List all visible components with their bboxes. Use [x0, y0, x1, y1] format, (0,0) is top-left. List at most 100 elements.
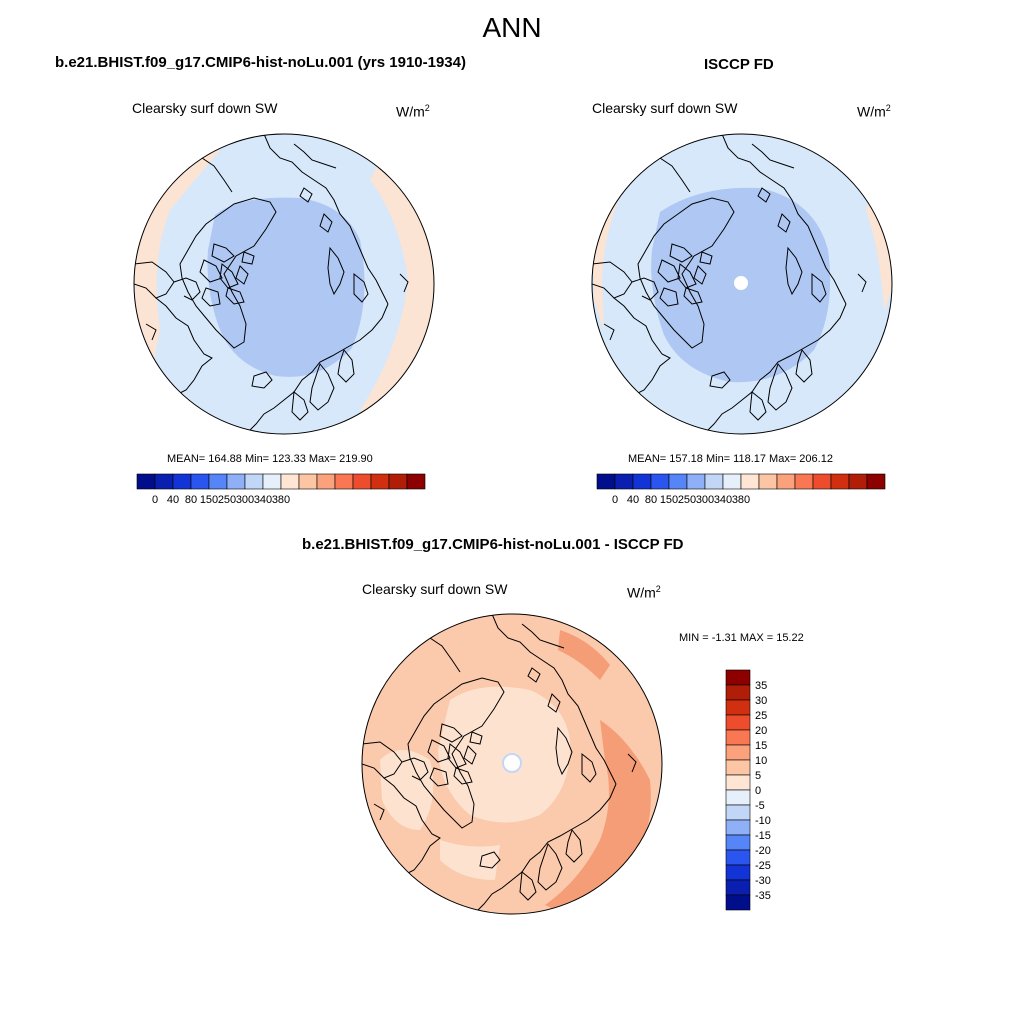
model-colorbar-swatch — [406, 473, 426, 490]
diff-variable-label: Clearsky surf down SW — [362, 581, 508, 597]
model-colorbar-tick-label: 40 — [167, 494, 179, 506]
model-colorbar-swatch — [208, 473, 228, 490]
model-colorbar-swatch — [352, 473, 372, 490]
obs-map — [592, 134, 892, 434]
model-colorbar-swatch — [154, 473, 174, 490]
diff-colorbar-tick-label: 25 — [755, 710, 767, 722]
diff-units-label: W/m2 — [627, 584, 661, 601]
obs-colorbar-tick-label: 150 — [660, 494, 678, 506]
obs-variable-label: Clearsky surf down SW — [592, 100, 738, 116]
diff-colorbar-tick-label: 5 — [755, 770, 761, 782]
obs-colorbar-tick-label: 380 — [732, 494, 750, 506]
season-title: ANN — [482, 12, 542, 43]
diff-missing-pole — [503, 754, 521, 772]
diff-colorbar-swatch — [725, 849, 751, 866]
obs-colorbar-swatch — [794, 473, 814, 490]
obs-colorbar-swatch — [848, 473, 868, 490]
model-panel-title: b.e21.BHIST.f09_g17.CMIP6-hist-noLu.001 … — [55, 54, 466, 71]
diff-colorbar-tick-label: -15 — [755, 830, 771, 842]
diff-colorbar-tick-label: -35 — [755, 890, 771, 902]
obs-colorbar-swatch — [830, 473, 850, 490]
model-units-label: W/m2 — [396, 103, 430, 120]
diff-colorbar-swatch — [725, 699, 751, 716]
diff-colorbar-swatch — [725, 774, 751, 791]
obs-colorbar-swatch — [722, 473, 742, 490]
obs-units-label: W/m2 — [857, 103, 891, 120]
model-variable-label: Clearsky surf down SW — [132, 100, 278, 116]
diff-panel-title: b.e21.BHIST.f09_g17.CMIP6-hist-noLu.001 … — [302, 536, 684, 553]
obs-colorbar-swatch — [812, 473, 832, 490]
model-colorbar-tick-label: 0 — [152, 494, 158, 506]
model-colorbar-tick-label: 80 — [185, 494, 197, 506]
model-colorbar-swatch — [226, 473, 246, 490]
diff-map — [362, 614, 662, 914]
model-colorbar-swatch — [334, 473, 354, 490]
diff-small-bias-region — [438, 686, 571, 823]
obs-stats: MEAN= 157.18 Min= 118.17 Max= 206.12 — [628, 453, 833, 465]
model-colorbar-tick-label: 300 — [236, 494, 254, 506]
obs-colorbar-swatch — [632, 473, 652, 490]
diff-stats: MIN = -1.31 MAX = 15.22 — [679, 632, 804, 644]
model-colorbar-swatch — [136, 473, 156, 490]
model-colorbar-swatch — [280, 473, 300, 490]
model-colorbar-tick-label: 250 — [218, 494, 236, 506]
obs-colorbar-tick-label: 340 — [714, 494, 732, 506]
obs-map-border — [591, 133, 893, 435]
diff-colorbar-tick-label: -10 — [755, 815, 771, 827]
obs-colorbar-swatch — [686, 473, 706, 490]
obs-colorbar-swatch — [758, 473, 778, 490]
diff-colorbar-swatch — [725, 789, 751, 806]
diff-colorbar-swatch — [725, 894, 751, 911]
diff-colorbar-swatch — [725, 744, 751, 761]
diff-colorbar-swatch — [725, 729, 751, 746]
obs-colorbar-tick-label: 250 — [678, 494, 696, 506]
obs-colorbar-swatch — [650, 473, 670, 490]
obs-colorbar-tick-label: 40 — [627, 494, 639, 506]
diff-colorbar-tick-label: 20 — [755, 725, 767, 737]
diff-colorbar-tick-label: -25 — [755, 860, 771, 872]
model-colorbar-swatch — [172, 473, 192, 490]
diff-colorbar-tick-label: 30 — [755, 695, 767, 707]
diff-colorbar-swatch — [725, 864, 751, 881]
model-map-border — [133, 133, 435, 435]
model-colorbar-swatch — [370, 473, 390, 490]
diff-colorbar-swatch — [725, 714, 751, 731]
obs-missing-pole — [734, 276, 748, 290]
obs-colorbar-tick-label: 300 — [696, 494, 714, 506]
model-colorbar: 0 40 80 150 250 300 340 380 — [136, 473, 426, 506]
model-colorbar-swatch — [244, 473, 264, 490]
obs-colorbar-tick-label: 0 — [612, 494, 618, 506]
diff-colorbar-swatch — [725, 804, 751, 821]
diff-colorbar-tick-label: 35 — [755, 680, 767, 692]
model-low-radiation-region — [207, 197, 365, 377]
obs-colorbar-swatch — [740, 473, 760, 490]
model-map — [134, 134, 434, 434]
model-colorbar-swatch — [388, 473, 408, 490]
obs-colorbar-swatch — [668, 473, 688, 490]
diff-colorbar: 35 30 25 20 15 10 5 0 -5 -10 -15 -20 -25 -30 -35 — [725, 669, 771, 911]
obs-colorbar: 0 40 80 150 250 300 340 380 — [596, 473, 886, 506]
diff-colorbar-swatch — [725, 834, 751, 851]
diff-colorbar-tick-label: 10 — [755, 755, 767, 767]
diff-map-border — [361, 613, 663, 915]
diff-colorbar-tick-label: -30 — [755, 875, 771, 887]
obs-colorbar-swatch — [596, 473, 616, 490]
model-colorbar-tick-label: 340 — [254, 494, 272, 506]
diff-colorbar-swatch — [725, 759, 751, 776]
model-colorbar-swatch — [298, 473, 318, 490]
diff-colorbar-swatch — [725, 669, 751, 686]
obs-colorbar-swatch — [704, 473, 724, 490]
model-colorbar-tick-label: 150 — [200, 494, 218, 506]
obs-colorbar-swatch — [866, 473, 886, 490]
model-colorbar-swatch — [262, 473, 282, 490]
diff-colorbar-tick-label: -5 — [755, 800, 765, 812]
diff-colorbar-swatch — [725, 684, 751, 701]
diff-colorbar-tick-label: -20 — [755, 845, 771, 857]
diff-colorbar-swatch — [725, 819, 751, 836]
model-stats: MEAN= 164.88 Min= 123.33 Max= 219.90 — [167, 453, 373, 465]
diff-colorbar-tick-label: 0 — [755, 785, 761, 797]
obs-colorbar-tick-label: 80 — [645, 494, 657, 506]
model-colorbar-swatch — [316, 473, 336, 490]
obs-panel-title: ISCCP FD — [704, 56, 774, 73]
